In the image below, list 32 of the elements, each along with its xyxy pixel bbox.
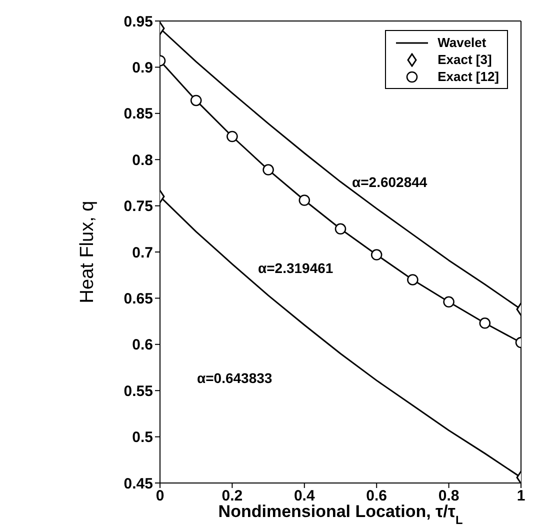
x-tick-label: 0.2	[222, 488, 243, 505]
x-tick-label: 0.6	[366, 488, 388, 505]
x-tick-label: 0.8	[438, 488, 460, 505]
x-tick-label: 0	[156, 488, 164, 505]
annotation: α=2.602844	[352, 174, 428, 190]
legend-label: Exact [3]	[438, 51, 492, 68]
y-tick-label: 0.8	[132, 152, 153, 169]
annotation: α=0.643833	[197, 370, 272, 386]
y-tick-label: 0.45	[124, 475, 153, 492]
point	[298, 194, 310, 206]
annotation: α=2.319461	[258, 260, 334, 276]
y-tick-label: 0.5	[132, 429, 153, 446]
y-tick-label: 0.6	[132, 336, 153, 354]
point	[443, 296, 454, 308]
y-tick-label: 0.9	[132, 60, 153, 77]
legend-label: Wavelet	[438, 34, 486, 51]
y-tick-label: 0.85	[124, 106, 153, 123]
x-tick-label: 1	[516, 488, 526, 505]
x-axis-title: Nondimensional Location, τ/τ$_{L}$	[218, 502, 463, 525]
y-tick-label: 0.55	[124, 382, 153, 400]
point	[334, 223, 346, 235]
y-axis-title: Heat Flux, q	[77, 200, 98, 304]
point	[407, 274, 418, 286]
y-tick-label: 0.65	[124, 290, 153, 308]
point	[262, 164, 274, 176]
y-tick-label: 0.95	[124, 13, 153, 30]
y-tick-label: 0.75	[124, 198, 153, 216]
x-tick-label: 0.4	[294, 488, 316, 505]
legend-label: Exact [12]	[438, 68, 499, 85]
point	[370, 249, 382, 260]
point	[226, 130, 238, 142]
y-tick-label: 0.7	[132, 244, 153, 262]
